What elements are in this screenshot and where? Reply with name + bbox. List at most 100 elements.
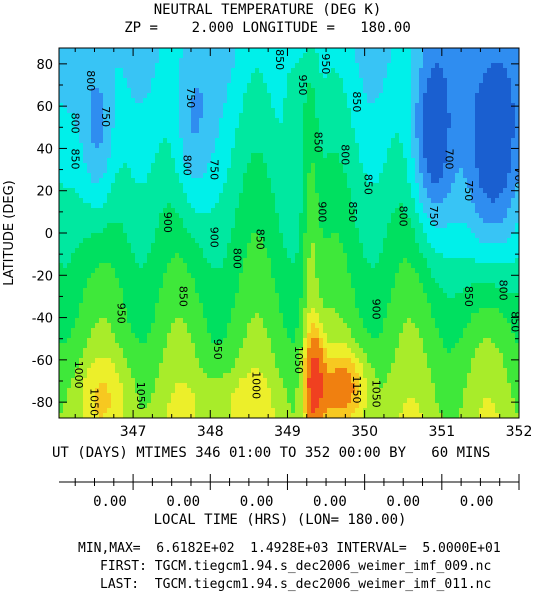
contour-cell	[95, 93, 100, 99]
contour-cell	[243, 408, 248, 414]
contour-cell	[299, 413, 304, 418]
contour-cell	[67, 53, 72, 59]
contour-cell	[183, 348, 188, 354]
contour-cell	[131, 153, 136, 159]
contour-cell	[135, 153, 140, 159]
contour-cell	[195, 108, 200, 114]
contour-cell	[175, 343, 180, 349]
contour-cell	[123, 243, 128, 249]
contour-cell	[91, 308, 96, 314]
contour-cell	[299, 243, 304, 249]
contour-cell	[115, 68, 120, 74]
contour-cell	[163, 78, 168, 84]
contour-cell	[231, 58, 236, 64]
contour-cell	[83, 338, 88, 344]
contour-cell	[267, 258, 272, 264]
contour-cell	[303, 268, 308, 274]
contour-cell	[303, 368, 308, 374]
contour-cell	[79, 228, 84, 234]
contour-cell	[271, 78, 276, 84]
contour-cell	[175, 113, 180, 119]
contour-cell	[179, 268, 184, 274]
contour-cell	[211, 278, 216, 284]
contour-cell	[263, 333, 268, 339]
contour-cell	[199, 303, 204, 309]
contour-cell	[79, 123, 84, 129]
contour-cell	[239, 63, 244, 69]
contour-cell	[179, 353, 184, 359]
contour-cell	[239, 108, 244, 114]
contour-cell	[215, 298, 220, 304]
contour-cell	[267, 338, 272, 344]
contour-cell	[191, 178, 196, 184]
contour-cell	[219, 278, 224, 284]
contour-cell	[291, 283, 296, 289]
contour-cell	[119, 383, 124, 389]
contour-cell	[143, 113, 148, 119]
contour-cell	[211, 298, 216, 304]
contour-cell	[83, 323, 88, 329]
contour-cell	[99, 73, 104, 79]
contour-cell	[75, 248, 80, 254]
contour-cell	[187, 218, 192, 224]
contour-cell	[199, 283, 204, 289]
contour-cell	[247, 143, 252, 149]
contour-cell	[287, 393, 292, 399]
contour-cell	[315, 203, 320, 209]
contour-cell	[167, 98, 172, 104]
contour-cell	[163, 188, 168, 194]
contour-cell	[179, 393, 184, 399]
contour-cell	[87, 148, 92, 154]
contour-cell	[183, 53, 188, 59]
contour-cell	[283, 278, 288, 284]
contour-cell	[123, 328, 128, 334]
contour-cell	[135, 343, 140, 349]
contour-cell	[83, 253, 88, 259]
contour-cell	[159, 183, 164, 189]
contour-cell	[207, 373, 212, 379]
contour-cell	[183, 248, 188, 254]
contour-cell	[303, 53, 308, 59]
contour-cell	[239, 278, 244, 284]
contour-cell	[207, 203, 212, 209]
contour-cell	[267, 163, 272, 169]
contour-cell	[79, 58, 84, 64]
contour-cell	[175, 333, 180, 339]
contour-cell	[303, 103, 308, 109]
contour-cell	[223, 133, 228, 139]
contour-cell	[143, 163, 148, 169]
contour-cell	[59, 403, 64, 409]
contour-cell	[235, 108, 240, 114]
contour-cell	[171, 168, 176, 174]
contour-cell	[163, 108, 168, 114]
contour-cell	[111, 348, 116, 354]
contour-cell	[67, 238, 72, 244]
contour-cell	[163, 373, 168, 379]
contour-cell	[163, 223, 168, 229]
contour-cell	[163, 173, 168, 179]
contour-cell	[87, 188, 92, 194]
contour-cell	[267, 283, 272, 289]
contour-cell	[91, 198, 96, 204]
contour-fill	[59, 48, 519, 418]
contour-cell	[295, 393, 300, 399]
contour-cell	[115, 413, 120, 418]
contour-cell	[295, 53, 300, 59]
contour-cell	[215, 278, 220, 284]
contour-cell	[255, 123, 260, 129]
contour-cell	[199, 53, 204, 59]
contour-cell	[175, 273, 180, 279]
contour-cell	[167, 223, 172, 229]
contour-cell	[119, 188, 124, 194]
contour-cell	[275, 223, 280, 229]
contour-cell	[131, 263, 136, 269]
contour-cell	[179, 123, 184, 129]
contour-cell	[231, 318, 236, 324]
contour-cell	[279, 93, 284, 99]
contour-cell	[171, 83, 176, 89]
contour-cell	[299, 133, 304, 139]
contour-cell	[159, 218, 164, 224]
contour-cell	[75, 273, 80, 279]
contour-cell	[119, 263, 124, 269]
contour-cell	[163, 278, 168, 284]
